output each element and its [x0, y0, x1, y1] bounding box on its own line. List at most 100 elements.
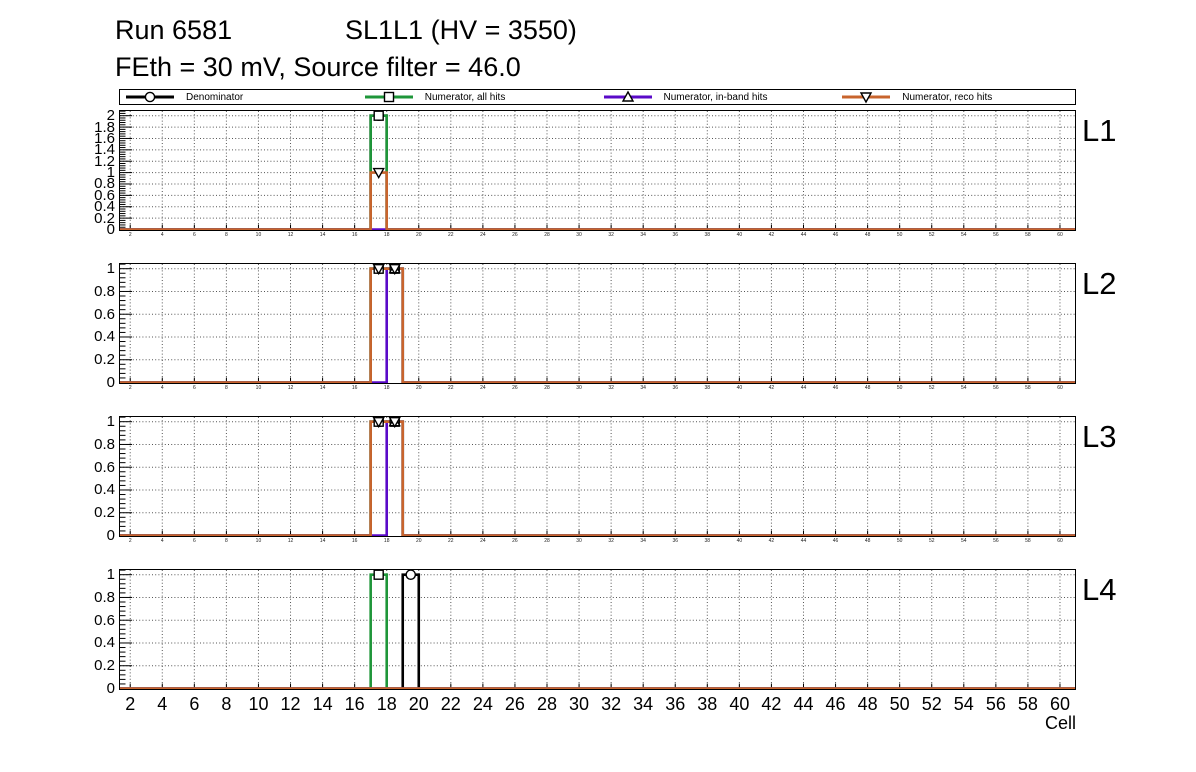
panel-frame — [119, 416, 1076, 537]
x-tick-label-small: 34 — [640, 385, 646, 391]
x-tick-label-small: 56 — [993, 232, 999, 238]
x-tick-label-small: 44 — [800, 385, 807, 391]
x-tick-label-small: 20 — [415, 385, 422, 391]
triangle-down-marker-icon — [372, 167, 385, 180]
triangle-down-marker-icon — [372, 263, 385, 276]
x-tick-label: 38 — [697, 694, 718, 714]
legend-entry: Denominator — [120, 90, 359, 104]
series-path-square — [119, 267, 1076, 384]
legend-marker — [364, 91, 413, 103]
legend-label: Numerator, all hits — [424, 91, 506, 103]
legend-label: Numerator, in-band hits — [663, 91, 768, 103]
triangle-down-marker-icon — [388, 416, 401, 429]
x-tick-label: 30 — [569, 694, 590, 714]
y-tick-label: 0.6 — [94, 611, 115, 629]
x-tick-label: 44 — [793, 694, 814, 714]
panel-l3-plot — [119, 416, 1076, 537]
x-tick-label: 6 — [189, 694, 200, 714]
x-tick-label-small: 14 — [319, 538, 326, 544]
y-tick-label: 0 — [106, 221, 115, 238]
x-tick-label-small: 22 — [448, 232, 454, 238]
x-tick-label: 22 — [440, 694, 461, 714]
circle-marker-icon — [405, 569, 417, 580]
x-tick-label: 26 — [504, 694, 525, 714]
x-tick-label-small: 50 — [896, 385, 903, 391]
x-tick-label: 56 — [985, 694, 1006, 714]
x-tick-label-small: 30 — [576, 232, 582, 238]
x-tick-label: 20 — [408, 694, 429, 714]
legend-marker — [603, 90, 652, 102]
y-tick-label: 0.2 — [94, 504, 115, 522]
x-tick-label-small: 38 — [704, 232, 711, 238]
x-tick-label-small: 8 — [225, 538, 228, 544]
series-path-circle — [119, 420, 1076, 537]
square-marker-icon — [383, 91, 394, 103]
x-tick-label: 32 — [601, 694, 622, 714]
subtitle: FEth = 30 mV, Source filter = 46.0 — [115, 52, 521, 82]
x-tick-label-small: 16 — [351, 385, 358, 391]
x-tick-label-small: 42 — [768, 232, 775, 238]
x-tick-label-small: 18 — [383, 538, 390, 544]
x-tick-label-small: 40 — [736, 538, 743, 544]
x-tick-label-small: 2 — [128, 538, 132, 544]
x-tick-label: 14 — [312, 694, 333, 714]
y-tick-label: 0.4 — [94, 634, 115, 652]
series-path-square — [119, 573, 1076, 690]
legend-entry: Numerator, all hits — [359, 90, 598, 104]
y-tick-label: 0.6 — [94, 186, 115, 204]
panel-l1-plot — [119, 110, 1076, 231]
y-tick-label: 1.2 — [94, 152, 115, 170]
panel-label-l1: L1 — [1082, 113, 1117, 148]
x-tick-label-small: 14 — [319, 232, 326, 238]
x-tick-label-small: 50 — [896, 538, 903, 544]
y-tick-label: 0.8 — [94, 175, 115, 193]
panel-l4-plot — [119, 569, 1076, 690]
x-tick-label-small: 18 — [383, 385, 390, 391]
panel-label-l2: L2 — [1082, 266, 1117, 301]
x-tick-label-small: 58 — [1025, 385, 1031, 391]
x-tick-label-small: 58 — [1025, 232, 1031, 238]
x-tick-label-small: 36 — [672, 232, 679, 238]
y-tick-label: 0 — [106, 374, 115, 391]
triangle-down-marker-icon — [372, 416, 385, 429]
x-tick-label: 50 — [889, 694, 910, 714]
x-tick-label-small: 16 — [351, 232, 358, 238]
triangle-down-marker-icon — [860, 92, 873, 104]
x-tick-label-small: 6 — [192, 385, 196, 391]
y-tick-label: 0 — [106, 527, 115, 544]
x-tick-label-small: 28 — [544, 232, 550, 238]
x-tick-label-small: 16 — [351, 538, 358, 544]
y-tick-label: 0.6 — [94, 458, 115, 476]
y-tick-label: 0.6 — [94, 305, 115, 323]
x-tick-label-small: 26 — [512, 538, 518, 544]
x-tick-label: 36 — [665, 694, 686, 714]
x-tick-label-small: 6 — [192, 232, 196, 238]
x-tick-label-small: 8 — [225, 385, 228, 391]
legend: Denominator Numerator, all hits Numerator,… — [119, 89, 1076, 105]
x-tick-label-small: 36 — [672, 538, 679, 544]
x-tick-label: 60 — [1049, 694, 1070, 714]
panel-l2-plot — [119, 263, 1076, 384]
x-tick-label-small: 12 — [287, 538, 294, 544]
series-path-triangle-down — [119, 171, 1076, 231]
panel-frame — [119, 110, 1076, 231]
x-tick-label-small: 2 — [128, 232, 132, 238]
x-tick-label-small: 20 — [415, 538, 422, 544]
legend-entry: Numerator, in-band hits — [598, 90, 837, 104]
x-tick-label-small: 12 — [287, 232, 294, 238]
panel-label-l4: L4 — [1082, 572, 1117, 607]
x-tick-label-small: 38 — [704, 385, 711, 391]
x-tick-label-small: 32 — [608, 385, 614, 391]
x-tick-label-small: 28 — [544, 385, 550, 391]
x-tick-label-small: 46 — [832, 385, 839, 391]
x-tick-label-small: 60 — [1057, 232, 1063, 238]
x-tick-label-small: 18 — [383, 232, 390, 238]
y-tick-label: 1 — [106, 260, 115, 278]
y-tick-label: 1 — [106, 566, 115, 584]
x-tick-label-small: 4 — [160, 385, 164, 391]
condition-title: SL1L1 (HV = 3550) — [345, 15, 577, 45]
y-tick-label: 0.2 — [94, 351, 115, 369]
square-marker-icon — [373, 110, 384, 121]
x-tick-label-small: 10 — [255, 232, 262, 238]
